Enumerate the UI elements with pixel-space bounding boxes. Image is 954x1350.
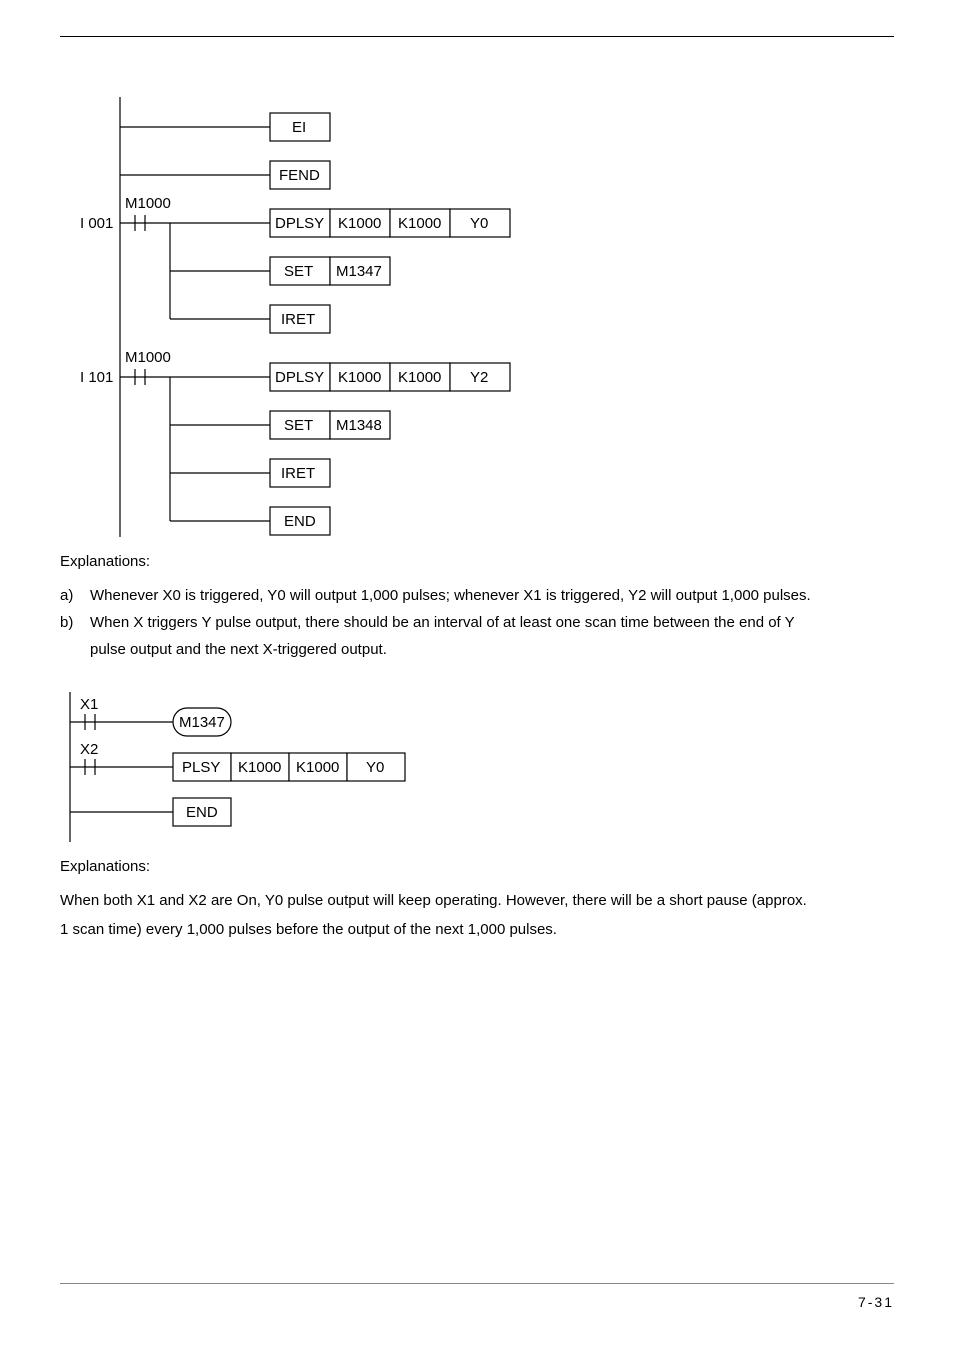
label-i101: I 101 — [80, 369, 113, 386]
list-marker-empty — [60, 638, 90, 663]
label-x1: X1 — [80, 696, 98, 713]
box-y0: Y0 — [470, 215, 488, 232]
page-number: 7-31 — [60, 1294, 894, 1310]
list-text-b2: pulse output and the next X-triggered ou… — [90, 638, 894, 663]
box-k1000-1a: K1000 — [338, 215, 381, 232]
box-k1000b: K1000 — [296, 759, 339, 776]
explanations-list-1: a) Whenever X0 is triggered, Y0 will out… — [60, 584, 894, 662]
box-m1348: M1348 — [336, 417, 382, 434]
label-m1000-b: M1000 — [125, 349, 171, 366]
box-ei: EI — [292, 119, 306, 136]
label-x2: X2 — [80, 741, 98, 758]
ladder-diagram-1: I 001 I 101 M1000 M1000 EI FEND DPLSY K1… — [80, 97, 560, 537]
list-text-b1: When X triggers Y pulse output, there sh… — [90, 611, 894, 636]
bottom-divider — [60, 1283, 894, 1284]
label-m1000-a: M1000 — [125, 195, 171, 212]
box-k1000-2a: K1000 — [338, 369, 381, 386]
list-marker-a: a) — [60, 584, 90, 609]
explanations-text-2a: When both X1 and X2 are On, Y0 pulse out… — [60, 889, 894, 914]
box-plsy: PLSY — [182, 759, 220, 776]
ladder-diagram-2: X1 X2 M1347 PLSY K1000 K1000 Y0 END — [60, 692, 460, 842]
box-k1000-2b: K1000 — [398, 369, 441, 386]
box-fend: FEND — [279, 167, 320, 184]
box-k1000-1b: K1000 — [398, 215, 441, 232]
box-coil-m1347: M1347 — [179, 714, 225, 731]
box-y2: Y2 — [470, 369, 488, 386]
box-end2: END — [186, 804, 218, 821]
explanations-title-2: Explanations: — [60, 858, 894, 875]
explanations-title-1: Explanations: — [60, 553, 894, 570]
box-set1: SET — [284, 263, 313, 280]
ladder-svg-1 — [80, 97, 560, 537]
box-dplsy2: DPLSY — [275, 369, 324, 386]
list-text-a: Whenever X0 is triggered, Y0 will output… — [90, 584, 894, 609]
box-k1000a: K1000 — [238, 759, 281, 776]
box-y0-2: Y0 — [366, 759, 384, 776]
top-divider — [60, 36, 894, 37]
box-iret2: IRET — [281, 465, 315, 482]
box-end1: END — [284, 513, 316, 530]
explanations-text-2b: 1 scan time) every 1,000 pulses before t… — [60, 918, 894, 943]
list-marker-b: b) — [60, 611, 90, 636]
document-page: I 001 I 101 M1000 M1000 EI FEND DPLSY K1… — [0, 0, 954, 1350]
label-i001: I 001 — [80, 215, 113, 232]
box-m1347: M1347 — [336, 263, 382, 280]
box-iret1: IRET — [281, 311, 315, 328]
box-set2: SET — [284, 417, 313, 434]
box-dplsy1: DPLSY — [275, 215, 324, 232]
